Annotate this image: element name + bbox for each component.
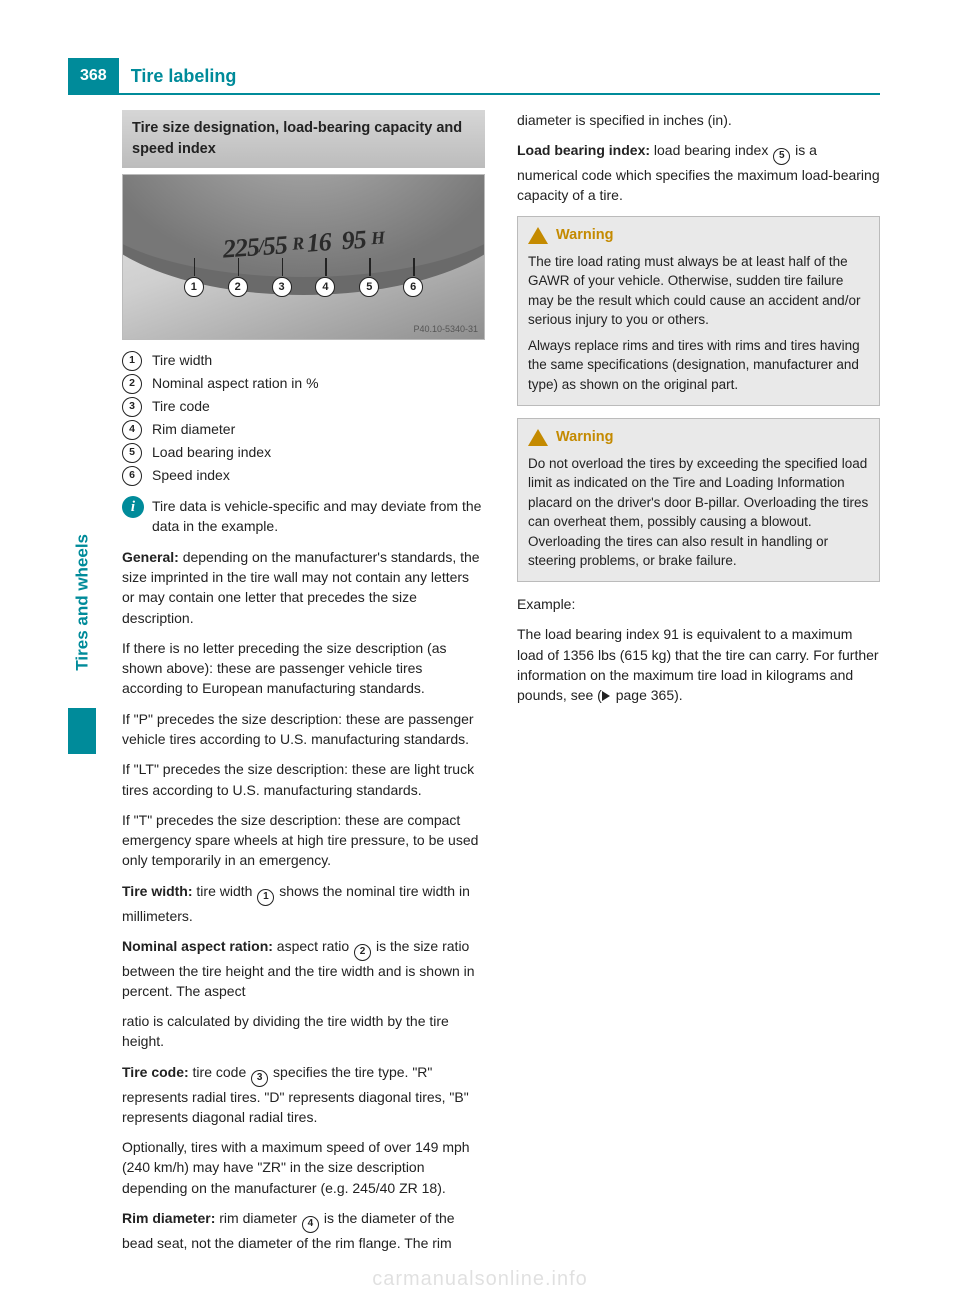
legend-text: Tire code bbox=[152, 396, 210, 416]
tire-sidewall-figure: 225/55 R 16 95 H 1 2 3 4 5 6 P40.10-5340… bbox=[122, 174, 485, 340]
legend-text: Speed index bbox=[152, 465, 230, 485]
warning-box-1: Warning The tire load rating must always… bbox=[517, 216, 880, 406]
legend-item: 1 Tire width bbox=[122, 350, 485, 371]
warning-text: The tire load rating must always be at l… bbox=[528, 252, 869, 330]
para: If "LT" precedes the size description: t… bbox=[122, 759, 485, 800]
inline-marker-1: 1 bbox=[257, 889, 274, 906]
warning-label: Warning bbox=[556, 427, 613, 448]
warning-icon bbox=[528, 227, 548, 244]
callout-6: 6 bbox=[403, 277, 423, 297]
warning-box-2: Warning Do not overload the tires by exc… bbox=[517, 418, 880, 582]
legend-text: Tire width bbox=[152, 350, 212, 370]
legend-marker: 6 bbox=[122, 466, 142, 486]
legend-text: Rim diameter bbox=[152, 419, 235, 439]
side-tab-block bbox=[68, 708, 96, 754]
legend-item: 3 Tire code bbox=[122, 396, 485, 417]
figure-callouts: 1 2 3 4 5 6 bbox=[123, 275, 484, 297]
warning-label: Warning bbox=[556, 225, 613, 246]
warning-heading: Warning bbox=[528, 225, 869, 246]
callout-3: 3 bbox=[272, 277, 292, 297]
figure-legend: 1Tire width 2Nominal aspect ration in % … bbox=[122, 350, 485, 486]
callout-5: 5 bbox=[359, 277, 379, 297]
example-text: The load bearing index 91 is equivalent … bbox=[517, 624, 880, 705]
legend-item: 6 Speed index bbox=[122, 465, 485, 486]
legend-item: 5 Load bearing index bbox=[122, 442, 485, 463]
inline-marker-4: 4 bbox=[302, 1216, 319, 1233]
para-load-bearing: Load bearing index: load bearing index 5… bbox=[517, 140, 880, 205]
para: If there is no letter preceding the size… bbox=[122, 638, 485, 699]
content-columns: Tire size designation, load-bearing capa… bbox=[122, 110, 880, 1262]
inline-marker-3: 3 bbox=[251, 1070, 268, 1087]
legend-item: 2 Nominal aspect ration in % bbox=[122, 373, 485, 394]
legend-marker: 3 bbox=[122, 397, 142, 417]
para-aspect-ratio-a: Nominal aspect ration: aspect ratio 2 is… bbox=[122, 936, 485, 1001]
page-header: 368 Tire labeling bbox=[68, 58, 880, 95]
para-aspect-ratio-b: ratio is calculated by dividing the tire… bbox=[122, 1011, 485, 1052]
legend-marker: 1 bbox=[122, 351, 142, 371]
legend-marker: 4 bbox=[122, 420, 142, 440]
para: If "T" precedes the size description: th… bbox=[122, 810, 485, 871]
para-tire-width: Tire width: tire width 1 shows the nomin… bbox=[122, 881, 485, 926]
legend-text: Load bearing index bbox=[152, 442, 271, 462]
inline-marker-2: 2 bbox=[354, 944, 371, 961]
para-general: General: depending on the manufacturer's… bbox=[122, 547, 485, 628]
legend-marker: 5 bbox=[122, 443, 142, 463]
callout-4: 4 bbox=[315, 277, 335, 297]
legend-item: 4 Rim diameter bbox=[122, 419, 485, 440]
section-heading: Tire size designation, load-bearing capa… bbox=[122, 110, 485, 168]
legend-marker: 2 bbox=[122, 374, 142, 394]
section-side-tab: Tires and wheels bbox=[68, 460, 96, 710]
page-ref-icon bbox=[602, 691, 610, 701]
warning-text: Do not overload the tires by exceeding t… bbox=[528, 454, 869, 571]
figure-code: P40.10-5340-31 bbox=[413, 323, 478, 336]
para-optional: Optionally, tires with a maximum speed o… bbox=[122, 1137, 485, 1198]
page-title: Tire labeling bbox=[119, 63, 237, 89]
watermark: carmanualsonline.info bbox=[0, 1265, 960, 1294]
callout-2: 2 bbox=[228, 277, 248, 297]
para-tire-code: Tire code: tire code 3 specifies the tir… bbox=[122, 1062, 485, 1127]
info-icon: i bbox=[122, 496, 144, 518]
side-tab-label: Tires and wheels bbox=[71, 507, 96, 697]
page-number: 368 bbox=[68, 58, 119, 93]
example-heading: Example: bbox=[517, 594, 880, 614]
callout-1: 1 bbox=[184, 277, 204, 297]
para: If "P" precedes the size description: th… bbox=[122, 709, 485, 750]
warning-heading: Warning bbox=[528, 427, 869, 448]
info-note: i Tire data is vehicle-specific and may … bbox=[122, 496, 485, 537]
inline-marker-5: 5 bbox=[773, 148, 790, 165]
warning-text: Always replace rims and tires with rims … bbox=[528, 336, 869, 395]
warning-icon bbox=[528, 429, 548, 446]
info-text: Tire data is vehicle-specific and may de… bbox=[152, 496, 485, 537]
legend-text: Nominal aspect ration in % bbox=[152, 373, 319, 393]
